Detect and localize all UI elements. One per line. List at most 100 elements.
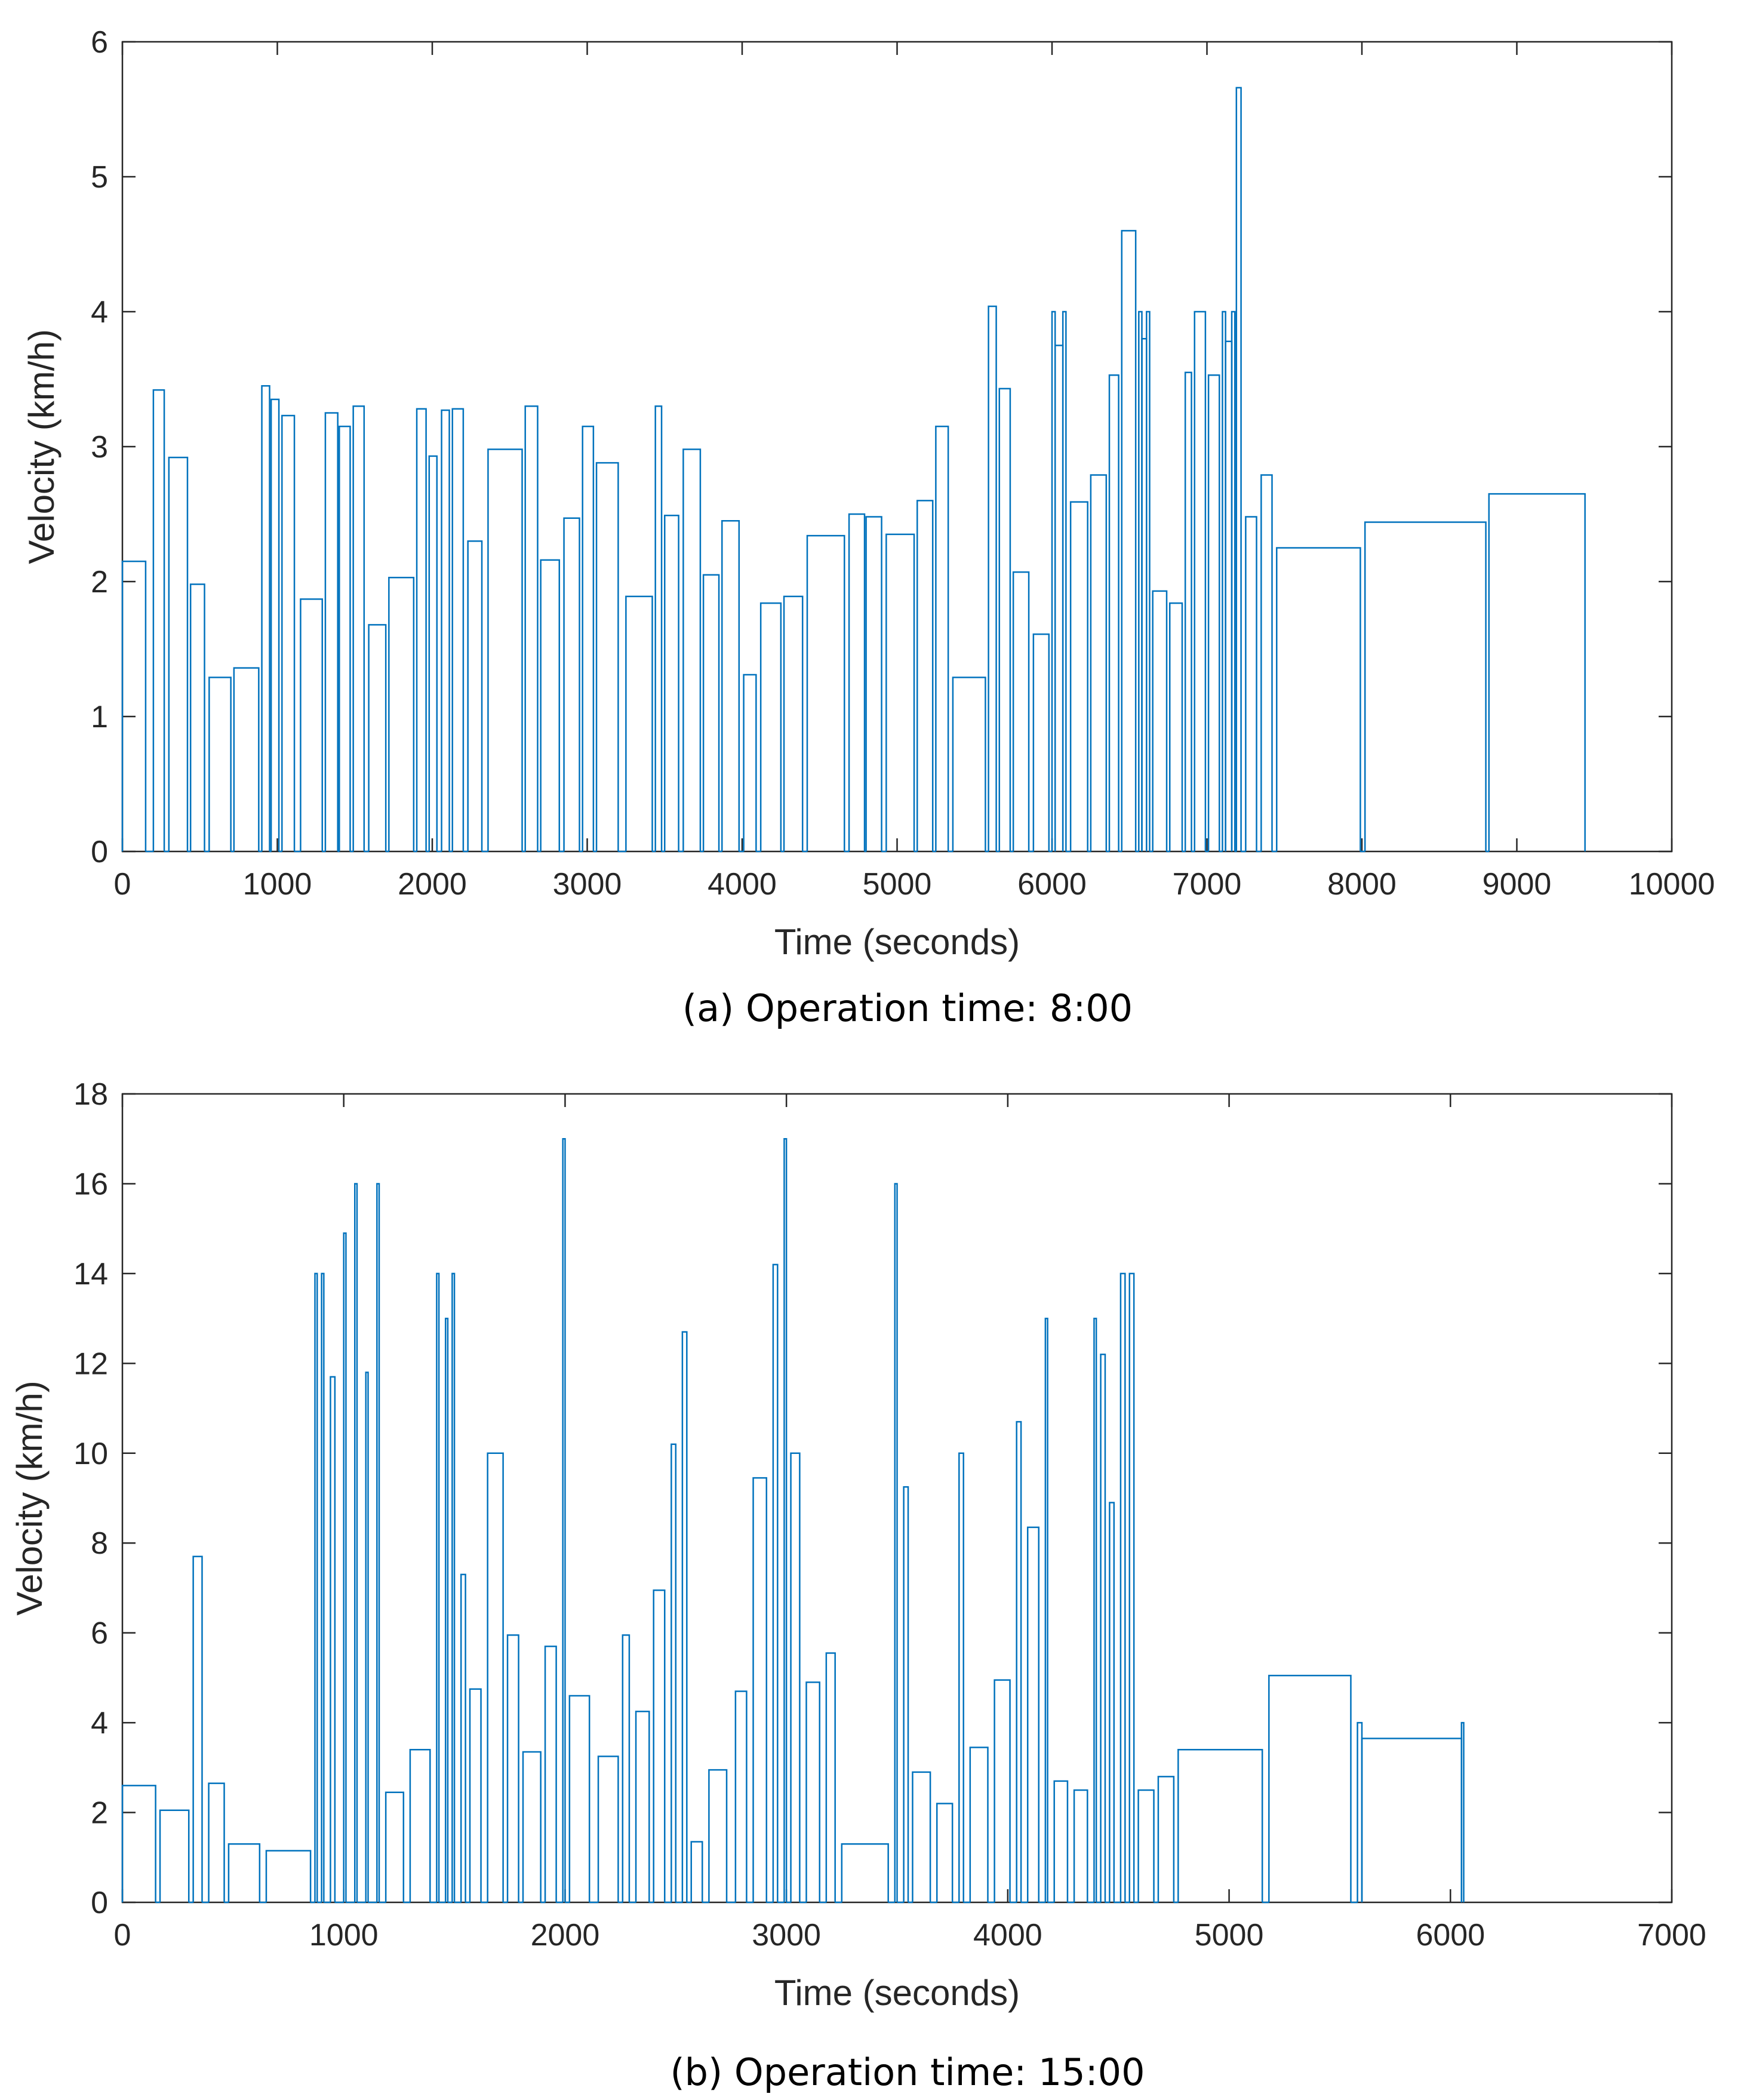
panel-caption: (a) Operation time: 8:00 [682, 986, 1133, 1030]
velocity-pulse [1225, 340, 1233, 851]
velocity-pulse [1194, 310, 1207, 851]
x-axis-label: Time (seconds) [774, 1973, 1020, 2013]
y-tick-label: 1 [91, 700, 108, 734]
velocity-pulse [1268, 1674, 1352, 1902]
velocity-pulse [270, 398, 280, 851]
velocity-pulse [848, 513, 866, 851]
velocity-pulse [1235, 87, 1242, 851]
velocity-pulse [743, 674, 757, 851]
velocity-pulse [365, 1372, 369, 1902]
velocity-pulse [368, 624, 387, 851]
y-tick-label: 14 [73, 1257, 108, 1292]
velocity-pulse [916, 500, 934, 851]
velocity-pulse [952, 677, 986, 851]
velocity-pulse [1152, 590, 1168, 851]
y-tick-label: 2 [91, 1796, 108, 1831]
velocity-pulse [1073, 1789, 1088, 1902]
y-axis-label: Velocity (km/h) [10, 1380, 50, 1615]
velocity-pulse [806, 534, 845, 851]
velocity-pulse [152, 389, 165, 851]
velocity-pulse [1016, 1421, 1022, 1902]
velocity-pulse [261, 385, 270, 851]
velocity-pulse [595, 462, 619, 851]
velocity-pulse [1157, 1776, 1175, 1902]
velocity-pulse [522, 1751, 542, 1902]
velocity-pulse [1184, 371, 1192, 851]
velocity-pulse [330, 1376, 336, 1902]
velocity-pulse [1069, 501, 1088, 851]
velocity-pulse [998, 388, 1011, 851]
velocity-pulse [388, 576, 415, 851]
y-tick-label: 4 [91, 1706, 108, 1741]
velocity-pulse [912, 1771, 931, 1902]
velocity-pulse [1090, 474, 1108, 851]
velocity-pulse [339, 425, 351, 851]
x-tick-label: 3000 [752, 1918, 821, 1953]
velocity-pulse [562, 1137, 566, 1902]
velocity-pulse [314, 1272, 318, 1902]
velocity-pulse [582, 425, 595, 851]
velocity-pulse [444, 1317, 449, 1902]
panel-b: 0 1000 2000 3000 4000 5000 6000 7000 0 2 4 6 8 10 12 14… [10, 1077, 1706, 2094]
velocity-pulse [936, 1803, 954, 1902]
velocity-pulse [1231, 310, 1236, 851]
velocity-pulse [1276, 547, 1361, 851]
velocity-pulse [227, 1843, 261, 1902]
velocity-pulse [416, 408, 427, 851]
velocity-pulse [385, 1791, 405, 1902]
velocity-pulse [1012, 571, 1030, 851]
velocity-pulse [702, 574, 720, 851]
velocity-pulse [670, 1443, 677, 1902]
velocity-pulse [352, 405, 365, 851]
velocity-pulse [343, 1232, 347, 1902]
panel-caption: (b) Operation time: 15:00 [670, 2050, 1145, 2094]
velocity-pulse [1044, 1317, 1048, 1902]
velocity-pulse [825, 1652, 836, 1902]
velocity-pulse [1364, 521, 1487, 851]
velocity-pulse [1062, 310, 1067, 851]
velocity-pulse [783, 1137, 788, 1902]
velocity-pulse [969, 1747, 989, 1902]
velocity-pulse [265, 1850, 312, 1902]
plot-area-border [121, 41, 1673, 853]
panel-a: 0 1000 2000 3000 4000 5000 6000 7000 8000 9000 100… [21, 25, 1715, 1030]
velocity-pulse [1146, 310, 1151, 851]
velocity-pulse [233, 667, 260, 851]
velocity-pulse [664, 515, 679, 851]
velocity-pulse [783, 595, 804, 851]
x-tick-label: 0 [114, 867, 131, 902]
x-tick-label: 6000 [1017, 867, 1087, 902]
velocity-pulse [487, 1452, 504, 1902]
velocity-pulse [428, 455, 438, 851]
x-tick-label: 2000 [531, 1918, 600, 1953]
velocity-pulse [1108, 374, 1119, 851]
x-tick-label: 1000 [309, 1918, 379, 1953]
velocity-pulse [635, 1711, 650, 1902]
velocity-pulse [654, 405, 663, 851]
y-tick-label: 4 [91, 295, 108, 330]
y-tick-label: 6 [91, 25, 108, 60]
velocity-pulse [524, 405, 539, 851]
velocity-pulse [281, 414, 296, 851]
velocity-pulse [1053, 1780, 1069, 1902]
velocity-pulse [721, 520, 740, 851]
velocity-pulse [1054, 345, 1064, 851]
velocity-pulse [563, 517, 580, 851]
velocity-pulse [354, 1183, 358, 1902]
velocity-pulse [469, 1688, 482, 1902]
velocity-pulse [894, 1183, 898, 1902]
velocity-pulse [935, 425, 949, 851]
velocity-pulse [460, 1573, 466, 1902]
x-tick-label: 6000 [1416, 1918, 1485, 1953]
y-tick-label: 2 [91, 565, 108, 599]
x-tick-label: 7000 [1173, 867, 1242, 902]
velocity-pulse [324, 412, 339, 851]
y-tick-label: 5 [91, 160, 108, 195]
velocity-pulse [1093, 1317, 1097, 1902]
velocity-pulse [159, 1809, 190, 1902]
velocity-pulse [841, 1843, 889, 1902]
velocity-pulse [208, 1782, 225, 1902]
velocity-pulse [409, 1748, 431, 1902]
velocity-pulse [467, 540, 483, 851]
x-tick-label: 7000 [1637, 1918, 1706, 1953]
